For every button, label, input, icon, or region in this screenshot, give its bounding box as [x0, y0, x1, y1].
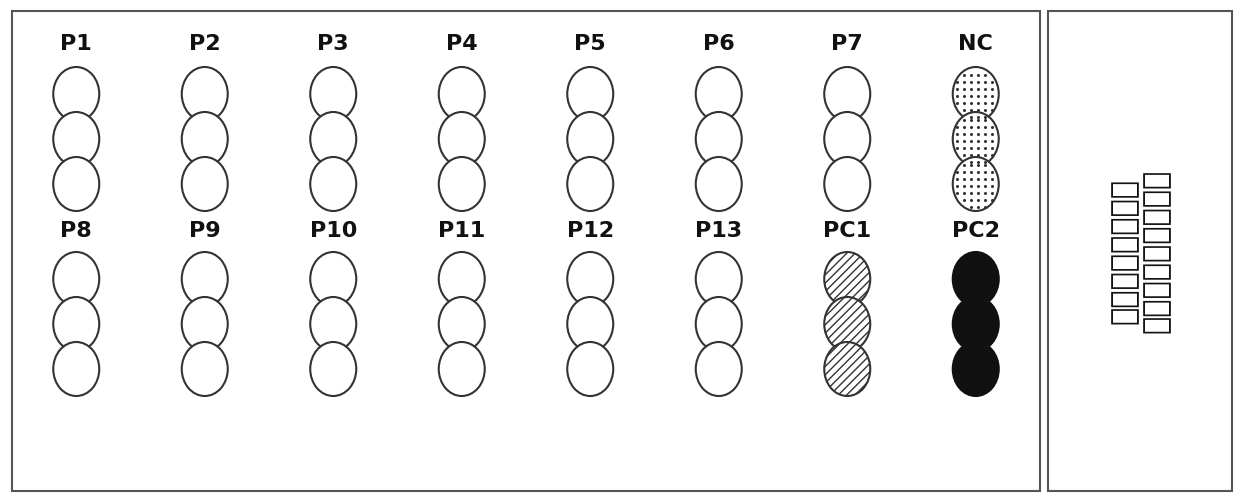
- Ellipse shape: [567, 342, 614, 396]
- Text: NC: NC: [959, 34, 993, 54]
- Ellipse shape: [952, 252, 998, 306]
- Ellipse shape: [310, 67, 356, 121]
- Ellipse shape: [825, 67, 870, 121]
- Text: P9: P9: [188, 221, 221, 241]
- Ellipse shape: [952, 342, 998, 396]
- Ellipse shape: [567, 112, 614, 166]
- Ellipse shape: [825, 297, 870, 351]
- Ellipse shape: [439, 157, 485, 211]
- Ellipse shape: [696, 112, 742, 166]
- Text: P7: P7: [831, 34, 863, 54]
- Ellipse shape: [567, 157, 614, 211]
- Ellipse shape: [439, 342, 485, 396]
- Text: P6: P6: [703, 34, 734, 54]
- Text: PC2: PC2: [952, 221, 999, 241]
- Text: P1: P1: [61, 34, 92, 54]
- Ellipse shape: [952, 112, 998, 166]
- Ellipse shape: [53, 112, 99, 166]
- Ellipse shape: [53, 157, 99, 211]
- Ellipse shape: [53, 297, 99, 351]
- Ellipse shape: [439, 67, 485, 121]
- Text: P3: P3: [317, 34, 350, 54]
- Ellipse shape: [310, 297, 356, 351]
- Ellipse shape: [310, 157, 356, 211]
- Ellipse shape: [567, 252, 614, 306]
- Ellipse shape: [53, 342, 99, 396]
- Text: PC1: PC1: [823, 221, 872, 241]
- Text: P11: P11: [438, 221, 485, 241]
- Text: 半侧颜面短小场形综: 半侧颜面短小场形综: [1142, 169, 1171, 333]
- Ellipse shape: [182, 297, 228, 351]
- Ellipse shape: [310, 342, 356, 396]
- Ellipse shape: [696, 157, 742, 211]
- Ellipse shape: [182, 252, 228, 306]
- Ellipse shape: [439, 297, 485, 351]
- Ellipse shape: [182, 112, 228, 166]
- Text: P2: P2: [188, 34, 221, 54]
- Ellipse shape: [696, 67, 742, 121]
- Text: P5: P5: [574, 34, 606, 54]
- Ellipse shape: [567, 67, 614, 121]
- Ellipse shape: [825, 112, 870, 166]
- Ellipse shape: [696, 252, 742, 306]
- Ellipse shape: [439, 252, 485, 306]
- Text: P8: P8: [61, 221, 92, 241]
- Text: P12: P12: [567, 221, 614, 241]
- Ellipse shape: [182, 342, 228, 396]
- Ellipse shape: [952, 157, 998, 211]
- FancyBboxPatch shape: [1048, 11, 1233, 491]
- Ellipse shape: [182, 157, 228, 211]
- Text: P13: P13: [696, 221, 743, 241]
- Ellipse shape: [53, 252, 99, 306]
- Text: P10: P10: [310, 221, 357, 241]
- FancyBboxPatch shape: [12, 11, 1040, 491]
- Ellipse shape: [567, 297, 614, 351]
- Ellipse shape: [825, 157, 870, 211]
- Ellipse shape: [952, 67, 998, 121]
- Text: 合征基因分型芯片: 合征基因分型芯片: [1110, 178, 1138, 324]
- Ellipse shape: [952, 297, 998, 351]
- Ellipse shape: [696, 342, 742, 396]
- Ellipse shape: [439, 112, 485, 166]
- Ellipse shape: [825, 252, 870, 306]
- Ellipse shape: [53, 67, 99, 121]
- Text: P4: P4: [446, 34, 477, 54]
- Ellipse shape: [696, 297, 742, 351]
- Ellipse shape: [825, 342, 870, 396]
- Ellipse shape: [310, 252, 356, 306]
- Ellipse shape: [310, 112, 356, 166]
- Ellipse shape: [182, 67, 228, 121]
